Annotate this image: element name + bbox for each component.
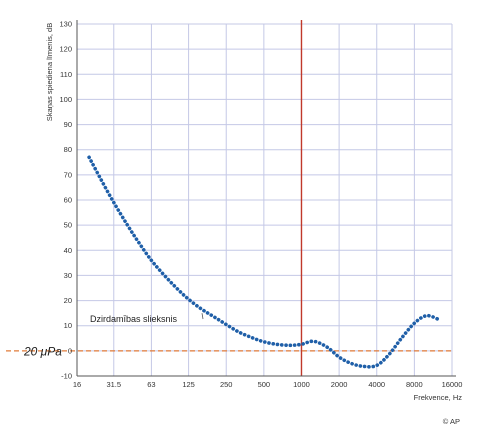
y-tick-label: 30 (64, 271, 72, 280)
x-tick-label: 8000 (406, 380, 423, 389)
series-group (87, 155, 441, 369)
curve-annotation-label: Dzirdamības slieksnis (90, 314, 178, 324)
x-tick-label: 16 (73, 380, 81, 389)
y-tick-label: 110 (60, 70, 72, 79)
x-tick-label: 4000 (368, 380, 385, 389)
y-tick-label: 40 (64, 246, 72, 255)
y-tick-label: 20 (64, 296, 72, 305)
y-tick-label: 130 (59, 20, 72, 29)
y-tick-label: -10 (61, 372, 72, 381)
x-tick-label: 250 (220, 380, 233, 389)
y-tick-label: 90 (64, 120, 72, 129)
x-tick-label: 63 (147, 380, 155, 389)
x-tick-label: 16000 (442, 380, 463, 389)
reference-label-20-micropascal: 20 μPa (23, 344, 62, 358)
x-axis-label: Frekvence, Hz (414, 393, 463, 402)
y-tick-label: 70 (64, 170, 72, 179)
reference-lines (6, 20, 452, 376)
y-axis-label: Skaņas spiediena līmenis, dB (45, 23, 54, 121)
x-tick-label: 2000 (331, 380, 348, 389)
x-tick-label: 125 (182, 380, 195, 389)
labels: Skaņas spiediena līmenis, dB Frekvence, … (23, 20, 462, 427)
x-tick-label: 31.5 (106, 380, 121, 389)
axes (76, 20, 456, 377)
x-tick-label: 1000 (293, 380, 310, 389)
y-tick-label: 60 (64, 196, 72, 205)
y-tick-label: 50 (64, 221, 72, 230)
y-tick-label: 120 (59, 45, 72, 54)
y-tick-label: 80 (64, 145, 72, 154)
copyright-credit: © AP (443, 417, 460, 426)
x-tick-label: 500 (258, 380, 271, 389)
threshold-of-hearing-curve (87, 155, 441, 369)
annotation-leader-line (201, 313, 204, 320)
y-tick-label: 100 (59, 95, 72, 104)
y-tick-label: 0 (68, 346, 72, 355)
y-tick-label: 10 (64, 321, 72, 330)
